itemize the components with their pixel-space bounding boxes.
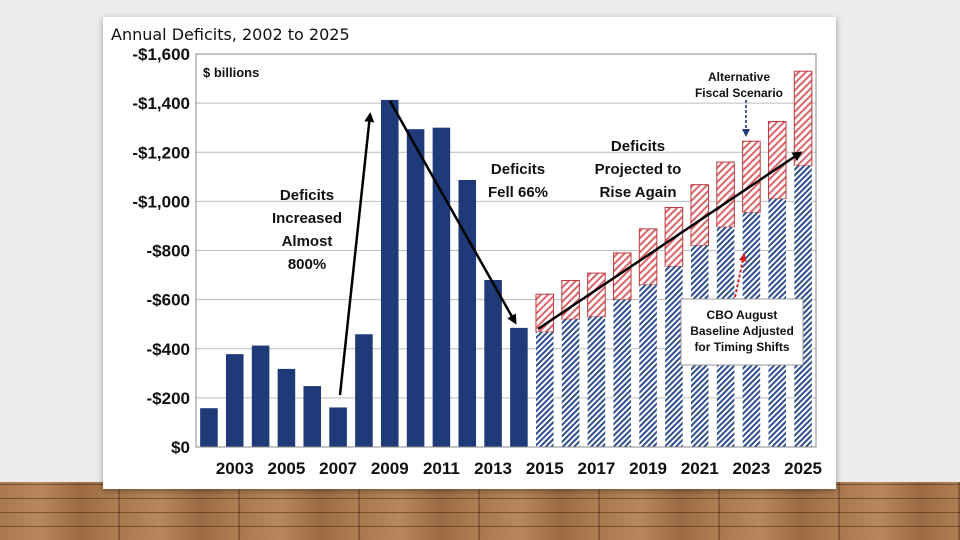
annotation-line: CBO August [707,308,778,322]
bars [200,70,813,448]
annotation-alternative-fiscal-scenario: Alternative Fiscal Scenario [695,70,783,100]
y-tick-label: -$1,600 [132,45,190,64]
annotation-line: Rise Again [600,184,677,201]
x-tick-label: 2007 [319,459,357,478]
bar-alternative-scenario [716,161,735,228]
y-axis: $0 -$200 -$400 -$600 -$800 -$1,000 -$1,200 -$1,… [132,45,190,457]
bar-actual [380,99,399,447]
annotation-line: Projected to [595,161,682,178]
y-tick-label: -$1,400 [132,94,190,113]
bar-baseline [613,299,632,447]
cbo-legend-box [680,298,804,366]
x-tick-label: 2019 [629,459,667,478]
bar-baseline [535,332,554,447]
wood-floor-background [0,482,960,540]
x-tick-label: 2021 [681,459,719,478]
annotation-line: Fell 66% [488,184,548,201]
bar-actual [200,408,218,447]
bar-actual [225,354,244,447]
annotation-line: Alternative [708,70,770,84]
bar-baseline [639,284,657,447]
annotation-line: Baseline Adjusted [690,324,794,338]
bar-alternative-scenario [742,140,761,213]
bar-actual [303,386,322,447]
annotation-increase: Deficits Increased Almost 800% [272,187,342,273]
bar-actual [251,345,270,447]
y-tick-label: -$600 [147,291,190,310]
x-tick-label: 2011 [423,459,460,478]
annotation-line: Fiscal Scenario [695,86,783,100]
x-tick-label: 2017 [578,459,616,478]
bar-actual [484,279,502,447]
bar-alternative-scenario [767,121,787,200]
bar-actual [510,327,528,447]
x-tick-label: 2023 [733,459,771,478]
y-tick-label: $0 [171,438,190,457]
bar-alternative-scenario [638,228,658,286]
plot-frame [195,53,817,448]
annotation-line: Deficits [491,161,545,178]
annotation-line: Almost [282,233,333,250]
annotation-line: Increased [272,210,342,227]
annotation-cbo-baseline: CBO August Baseline Adjusted for Timing … [680,298,804,366]
x-tick-label: 2015 [526,459,564,478]
bar-actual [458,180,477,448]
bar-actual [355,334,373,447]
bar-baseline [665,266,683,447]
bar-alternative-scenario [561,279,580,320]
annotation-line: for Timing Shifts [694,340,789,354]
unit-label: $ billions [203,65,259,80]
cbo-pointer-arrow [734,253,747,298]
x-tick-label: 2003 [216,459,254,478]
chart-card: Annual Deficits, 2002 to 2025 $0 -$200 -$4… [103,17,836,489]
bar-actual [406,129,425,447]
y-tick-label: -$400 [147,340,190,359]
decrease-arrow [388,100,517,325]
y-tick-label: -$800 [147,242,190,261]
bar-baseline [561,319,580,447]
annotation-line: Deficits [611,138,665,155]
bar-actual [329,407,347,447]
chart-title: Annual Deficits, 2002 to 2025 [111,25,350,44]
y-tick-label: -$200 [147,389,190,408]
increase-arrow [338,112,375,396]
x-tick-label: 2009 [371,459,409,478]
deficits-chart: Annual Deficits, 2002 to 2025 $0 -$200 -$4… [111,25,822,478]
bar-alternative-scenario [793,70,813,167]
x-tick-label: 2013 [474,459,512,478]
x-tick-label: 2025 [784,459,822,478]
x-axis: 2003 2005 2007 2009 2011 2013 2015 2017 2019 2021… [216,459,822,478]
bar-alternative-scenario [535,293,555,333]
annotation-line: Deficits [280,187,334,204]
y-tick-label: -$1,200 [132,143,190,162]
annotation-fell: Deficits Fell 66% [488,161,548,201]
annotation-line: 800% [288,256,326,273]
annotation-rise: Deficits Projected to Rise Again [595,138,682,201]
rise-arrow [537,151,803,331]
bar-actual [432,127,451,447]
x-tick-label: 2005 [268,459,306,478]
bar-baseline [587,316,606,447]
bar-actual [277,368,296,447]
y-tick-label: -$1,000 [132,192,190,211]
